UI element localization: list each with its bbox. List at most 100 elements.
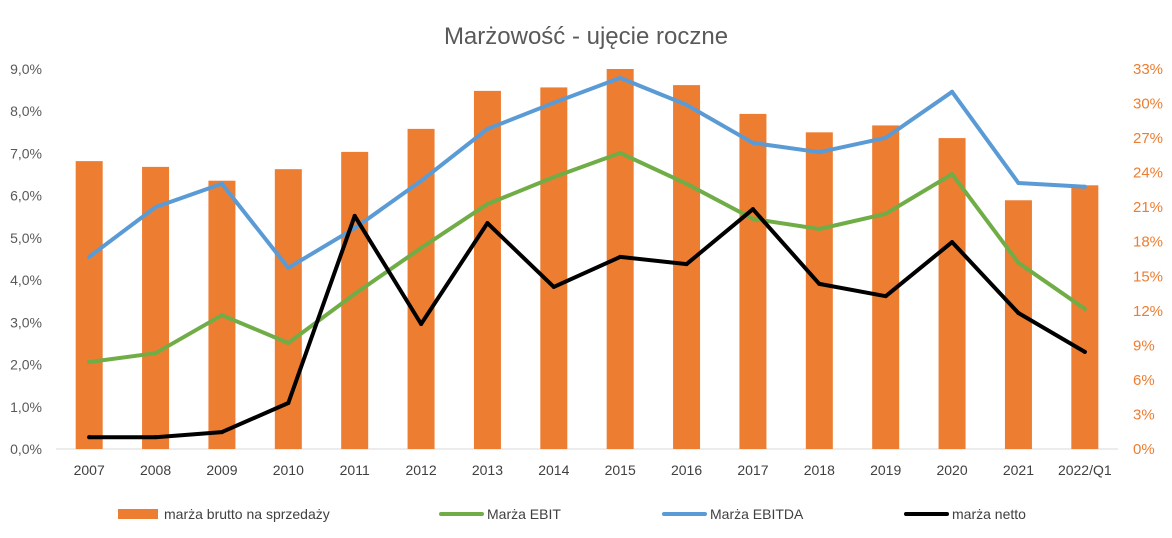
x-tick-label: 2014 bbox=[538, 462, 569, 478]
y-left-tick-label: 3,0% bbox=[10, 314, 42, 330]
x-tick-label: 2008 bbox=[140, 462, 171, 478]
y-left-tick-label: 6,0% bbox=[10, 188, 42, 204]
x-tick-label: 2015 bbox=[605, 462, 636, 478]
mar-a-netto-point-2014 bbox=[551, 284, 556, 289]
gross-margin-bar-2013 bbox=[473, 90, 501, 449]
y-left-tick-label: 0,0% bbox=[10, 441, 42, 457]
mar-a-ebitda-point-2014 bbox=[551, 100, 556, 105]
gross-margin-bar-2016 bbox=[673, 85, 701, 449]
y-right-tick-label: 33% bbox=[1133, 61, 1163, 78]
x-tick-label: 2016 bbox=[671, 462, 702, 478]
y-right-tick-label: 18% bbox=[1133, 234, 1163, 251]
x-tick-label: 2020 bbox=[936, 462, 967, 478]
chart-title: Marżowość - ujęcie roczne bbox=[444, 23, 728, 50]
gross-margin-bar-2012 bbox=[407, 128, 435, 449]
mar-a-ebit-point-2017 bbox=[750, 216, 755, 221]
mar-a-netto-point-2008 bbox=[153, 435, 158, 440]
y-left-tick-label: 5,0% bbox=[10, 230, 42, 246]
mar-a-ebit-line bbox=[87, 151, 1087, 364]
x-tick-label: 2019 bbox=[870, 462, 901, 478]
gross-margin-bar-2018 bbox=[805, 132, 833, 450]
legend-label-mar-a-ebit: Marża EBIT bbox=[487, 506, 561, 522]
y-left-tick-label: 4,0% bbox=[10, 272, 42, 288]
gross-margin-bar-2014 bbox=[540, 87, 568, 449]
y-left-tick-label: 2,0% bbox=[10, 357, 42, 373]
gross-margin-bar-2022-q1 bbox=[1071, 185, 1099, 449]
mar-a-ebit-point-2016 bbox=[684, 181, 689, 186]
mar-a-ebitda-point-2020 bbox=[950, 89, 955, 94]
y-left-tick-label: 7,0% bbox=[10, 145, 42, 161]
mar-a-netto-point-2017 bbox=[750, 207, 755, 212]
mar-a-ebitda-point-2010 bbox=[286, 265, 291, 270]
mar-a-netto-point-2020 bbox=[950, 240, 955, 245]
legend: marża brutto na sprzedaży Marża EBIT Marża… bbox=[118, 506, 1026, 522]
mar-a-netto-point-2015 bbox=[618, 254, 623, 259]
mar-a-ebitda-point-2011 bbox=[352, 226, 357, 231]
mar-a-ebitda-point-2017 bbox=[750, 140, 755, 145]
mar-a-ebitda-point-2012 bbox=[419, 178, 424, 183]
y-right-tick-label: 24% bbox=[1133, 165, 1163, 182]
mar-a-ebit-point-2011 bbox=[352, 292, 357, 297]
mar-a-ebit-point-2008 bbox=[153, 351, 158, 356]
mar-a-ebit-point-2012 bbox=[419, 246, 424, 251]
y-right-tick-label: 0% bbox=[1133, 441, 1155, 458]
mar-a-netto-point-2016 bbox=[684, 262, 689, 267]
x-tick-label: 2011 bbox=[340, 462, 370, 478]
y-right-tick-label: 12% bbox=[1133, 303, 1163, 320]
mar-a-ebit-point-2020 bbox=[950, 172, 955, 177]
mar-a-netto-point-2007 bbox=[87, 435, 92, 440]
mar-a-netto-point-2019 bbox=[883, 294, 888, 299]
x-tick-label: 2010 bbox=[273, 462, 304, 478]
y-left-tick-label: 9,0% bbox=[10, 61, 42, 77]
mar-a-ebitda-point-2013 bbox=[485, 126, 490, 131]
x-tick-label: 2012 bbox=[405, 462, 436, 478]
mar-a-ebitda-point-2007 bbox=[87, 254, 92, 259]
mar-a-ebitda-point-2021 bbox=[1016, 181, 1021, 185]
legend-label-mar-a-netto: marża netto bbox=[952, 506, 1026, 522]
gross-margin-bar-2017 bbox=[739, 113, 767, 449]
mar-a-ebit-point-2010 bbox=[286, 341, 291, 346]
y-right-tick-label: 30% bbox=[1133, 96, 1163, 113]
mar-a-ebitda-line bbox=[87, 75, 1087, 270]
mar-a-ebit-point-2009 bbox=[219, 313, 224, 318]
y-right-tick-label: 3% bbox=[1133, 406, 1155, 423]
y-left-tick-label: 1,0% bbox=[10, 399, 42, 415]
x-tick-label: 2017 bbox=[737, 462, 768, 478]
y-right-tick-label: 15% bbox=[1133, 268, 1163, 285]
bar-series bbox=[75, 69, 1099, 450]
y-right-tick-label: 9% bbox=[1133, 337, 1155, 354]
mar-a-ebitda-point-2009 bbox=[219, 181, 224, 186]
mar-a-netto-point-2022-q1 bbox=[1082, 349, 1087, 354]
mar-a-ebit-point-2018 bbox=[817, 227, 822, 232]
y-right-tick-label: 6% bbox=[1133, 372, 1155, 389]
mar-a-ebit-point-2013 bbox=[485, 202, 490, 207]
x-tick-label: 2007 bbox=[74, 462, 105, 478]
y-left-tick-label: 8,0% bbox=[10, 103, 42, 119]
mar-a-ebit-point-2007 bbox=[87, 360, 92, 365]
mar-a-ebit-point-2021 bbox=[1016, 260, 1021, 265]
mar-a-ebitda-point-2018 bbox=[817, 150, 822, 155]
mar-a-ebit-point-2022-q1 bbox=[1082, 306, 1087, 311]
gross-margin-bar-2007 bbox=[75, 161, 103, 449]
mar-a-netto-point-2018 bbox=[817, 281, 822, 286]
mar-a-netto-point-2012 bbox=[419, 322, 424, 327]
gross-margin-bar-2021 bbox=[1004, 200, 1032, 449]
mar-a-netto-line bbox=[87, 207, 1087, 440]
mar-a-ebitda-point-2022-q1 bbox=[1082, 184, 1087, 189]
mar-a-netto-point-2021 bbox=[1016, 311, 1021, 316]
y-right-tick-label: 21% bbox=[1133, 199, 1163, 216]
legend-label-mar-a-brutto-na-sprzeda-y: marża brutto na sprzedaży bbox=[164, 506, 330, 522]
mar-a-netto-point-2013 bbox=[485, 221, 490, 226]
x-tick-label: 2009 bbox=[206, 462, 237, 478]
x-tick-label: 2018 bbox=[804, 462, 835, 478]
axes: 0,0% 1,0% 2,0% 3,0% 4,0% 5,0% 6,0% 7,0% 8,0% 9,0%… bbox=[10, 61, 1163, 478]
y-right-tick-label: 27% bbox=[1133, 130, 1163, 147]
mar-a-ebitda-point-2015 bbox=[618, 75, 623, 80]
mar-a-ebit-point-2014 bbox=[551, 175, 556, 180]
mar-a-ebit-point-2015 bbox=[618, 151, 623, 156]
line-series bbox=[87, 75, 1087, 440]
mar-a-ebitda-point-2016 bbox=[684, 102, 689, 107]
legend-swatch-mar-a-brutto-na-sprzeda-y bbox=[118, 509, 158, 519]
mar-a-netto-point-2011 bbox=[352, 213, 357, 218]
